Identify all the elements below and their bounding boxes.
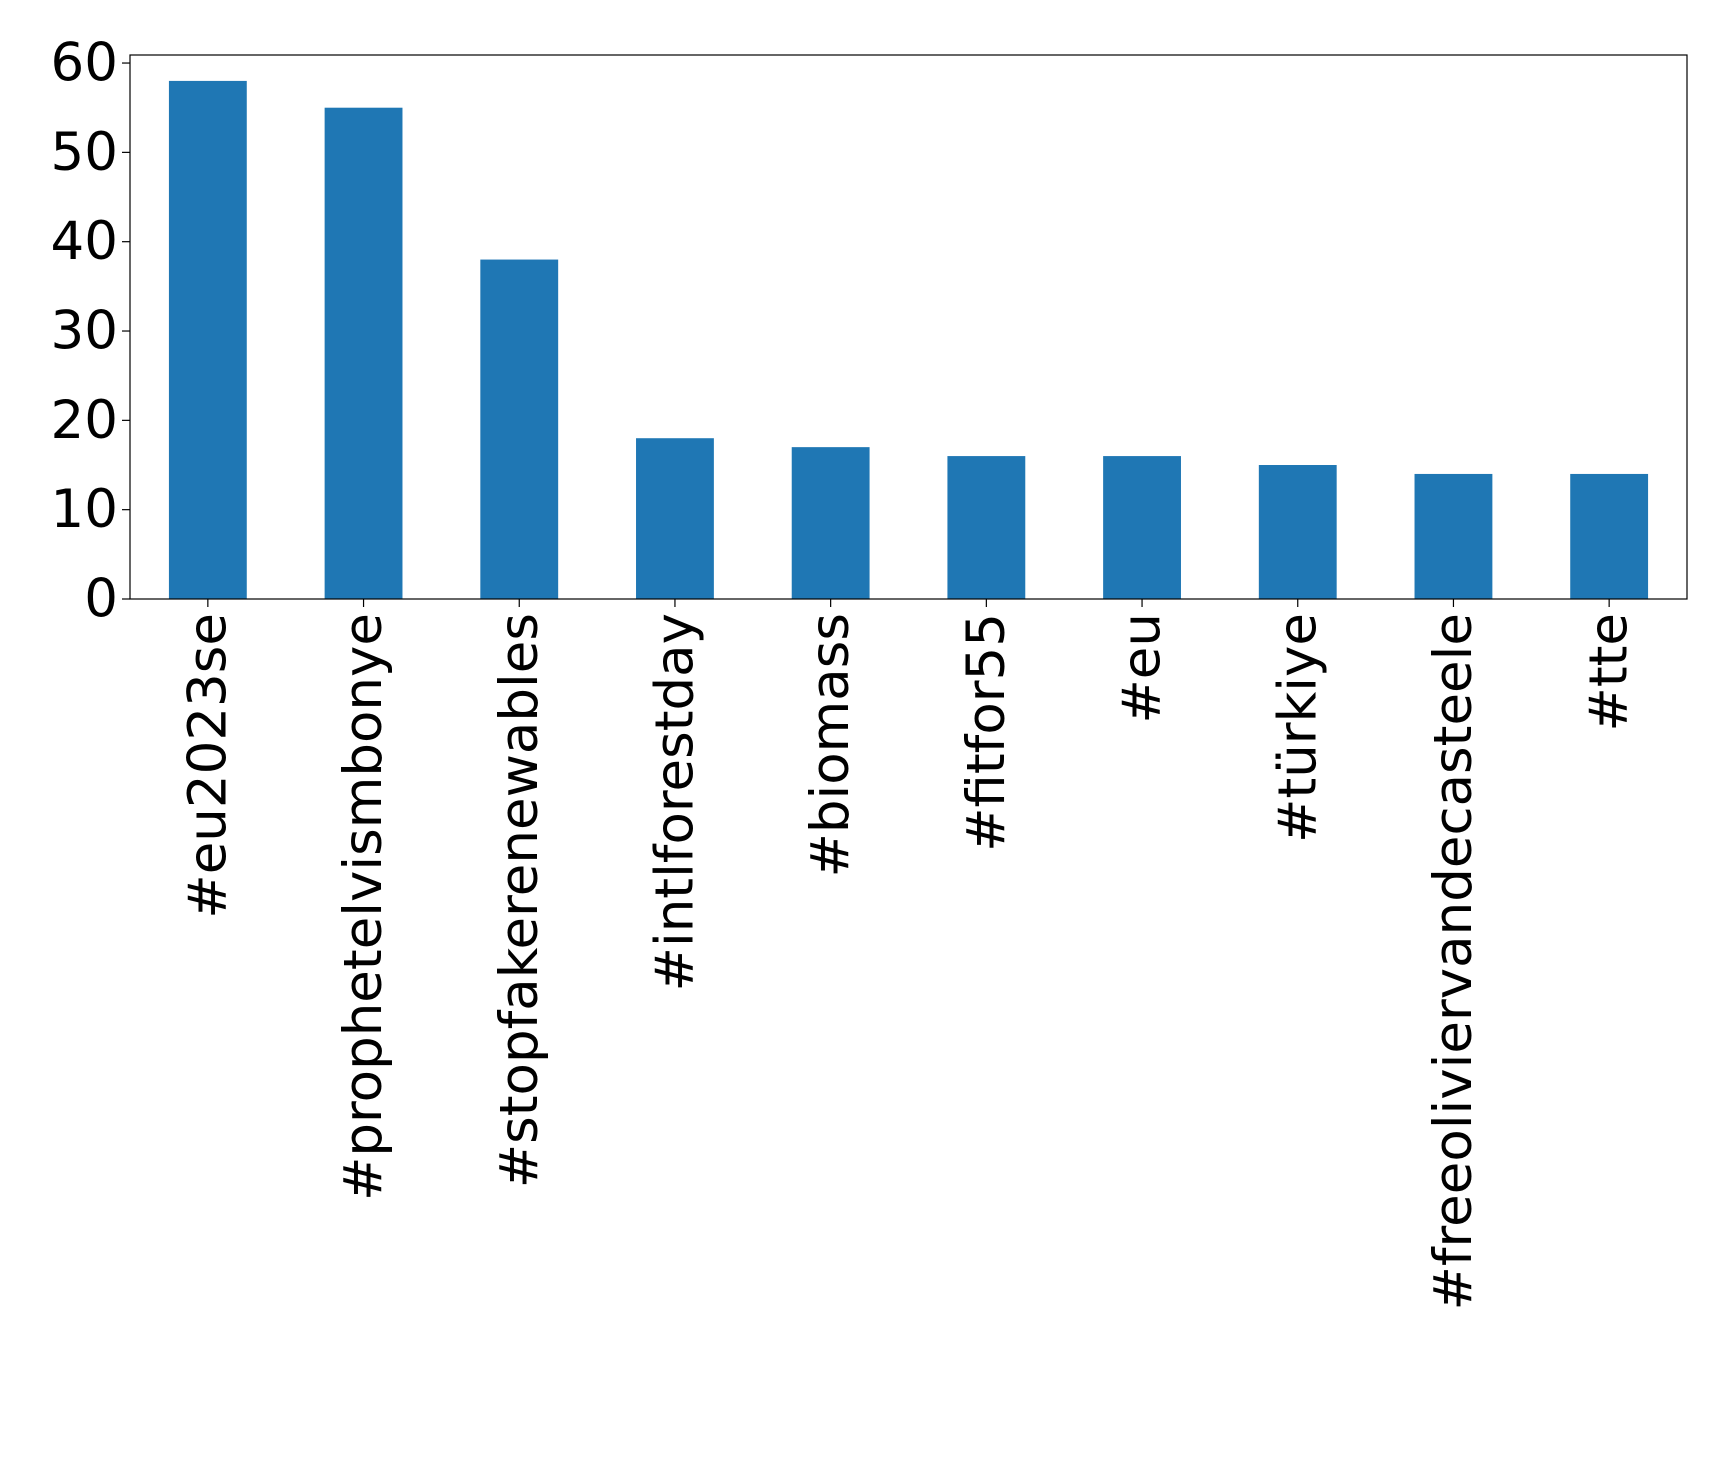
y-tick-label: 10 [51, 479, 118, 540]
x-tick-label: #fitfor55 [956, 613, 1017, 852]
bar [168, 80, 247, 599]
x-tick-label: #eu2023se [177, 613, 238, 919]
bar [791, 447, 870, 599]
y-tick-label: 20 [51, 390, 118, 451]
y-tick-label: 30 [51, 301, 118, 362]
y-tick-label: 60 [51, 33, 118, 94]
x-tick-label: #eu [1112, 613, 1173, 724]
x-tick-label: #tte [1579, 613, 1640, 732]
bar [1570, 473, 1649, 599]
bar [636, 438, 714, 599]
bar [1414, 473, 1493, 599]
y-tick-label: 50 [51, 122, 118, 183]
bar [480, 259, 559, 599]
y-tick-label: 0 [84, 569, 118, 630]
bar [324, 107, 403, 599]
x-tick-label: #freeoliviervandecasteele [1423, 613, 1484, 1311]
bar [1258, 465, 1337, 599]
x-tick-label: #stopfakerenewables [489, 613, 550, 1188]
x-tick-label: #intlforestday [644, 613, 705, 991]
y-tick-label: 40 [51, 211, 118, 272]
bar [1103, 456, 1181, 599]
x-tick-label: #biomass [800, 613, 861, 878]
plot-frame [129, 54, 1688, 600]
x-tick-label: #türkiye [1267, 613, 1328, 843]
bar [947, 456, 1026, 599]
x-tick-label: #prophetelvismbonye [333, 613, 394, 1201]
